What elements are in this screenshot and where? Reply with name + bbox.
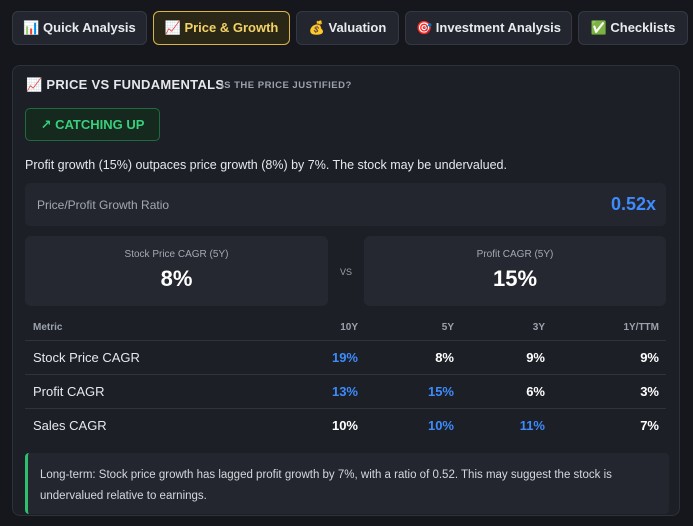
separator [25,408,666,409]
column-header: 5Y [441,322,454,333]
cell: 13% [331,384,358,399]
cell: 19% [331,350,358,365]
cell: 9% [640,350,659,365]
note-box [25,453,669,514]
cell: 7% [640,418,659,433]
ratio-box [25,183,666,226]
separator [25,340,666,341]
tab-active[interactable]: 📈 Price & Growth [153,11,290,45]
separator [25,374,666,375]
row-label: Stock Price CAGR [33,350,140,365]
column-header: Metric [33,322,63,333]
card-value: 8% [160,266,193,291]
cell: 3% [640,384,659,399]
row-label: Sales CAGR [33,418,107,433]
note: Long-term: Stock price growth has lagged… [40,469,612,502]
cell: 10% [331,418,358,433]
tab[interactable]: ✅ Checklists [578,11,688,45]
cell: 15% [427,384,454,399]
tab[interactable]: 💰 Valuation [296,11,399,45]
section-subtitle: IS THE PRICE JUSTIFIED? [221,80,352,91]
cell: 11% [519,418,545,433]
row-label: Profit CAGR [33,384,105,399]
ratio-label: Price/Profit Growth Ratio [37,198,170,212]
vs-label: VS [339,267,352,277]
status-badge: ↗ CATCHING UP [25,108,160,141]
column-header: 1Y/TTM [623,322,659,333]
ratio-value: 0.52x [610,194,656,214]
summary: Profit growth (15%) outpaces price growt… [25,158,507,172]
column-header: 10Y [340,322,358,333]
card-label: Stock Price CAGR (5Y) [124,249,229,260]
tab[interactable]: 📊 Quick Analysis [12,11,147,45]
section-title: 📈 PRICE VS FUNDAMENTALS [26,77,225,92]
cell: 10% [427,418,454,433]
card-label: Profit CAGR (5Y) [476,249,554,260]
metric-card: Profit CAGR (5Y) 15% [364,236,666,306]
column-header: 3Y [532,322,545,333]
card-value: 15% [492,266,538,291]
tab[interactable]: 🎯 Investment Analysis [405,11,572,45]
cell: 8% [435,350,454,365]
cell: 9% [526,350,545,365]
cell: 6% [526,384,545,399]
metric-card: Stock Price CAGR (5Y) 8% [25,236,328,306]
